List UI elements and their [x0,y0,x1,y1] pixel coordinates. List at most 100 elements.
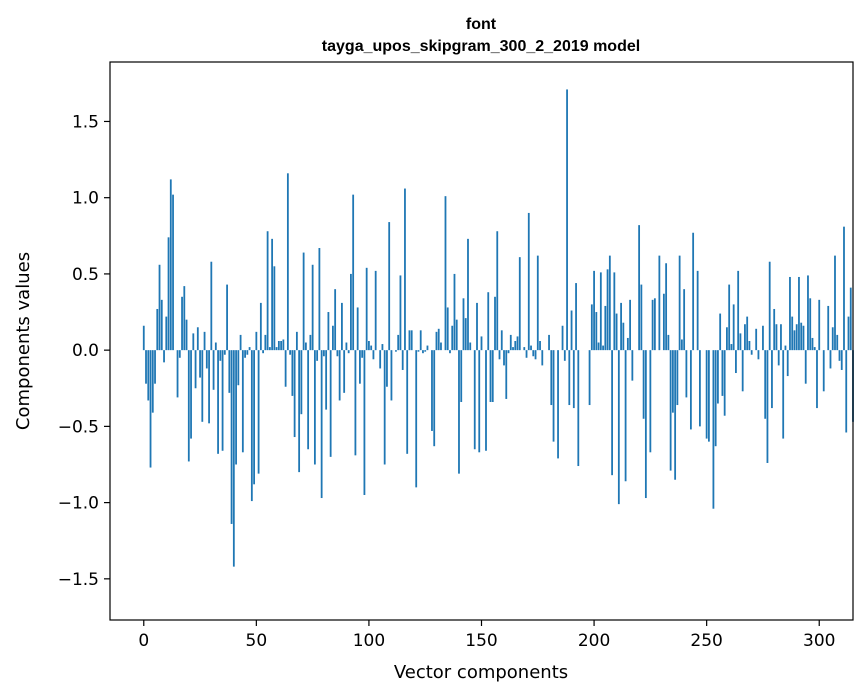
bar [653,298,656,351]
bar [275,347,278,351]
bar [705,350,708,439]
y-tick-label: 1.0 [72,189,99,209]
bar [158,264,161,351]
bar [160,299,163,351]
bar [149,350,152,468]
bar [744,324,746,351]
bar [599,272,602,351]
bar [613,272,616,351]
bar [588,350,591,406]
bar [719,313,722,351]
bar [302,252,305,351]
bar [185,319,188,351]
bar [201,350,204,422]
bar [232,350,235,567]
bar [356,307,359,351]
bar [390,350,393,401]
bar [539,341,541,351]
bar [268,347,271,351]
bar [199,350,201,378]
bar [464,318,467,351]
bar [755,328,758,351]
bar [406,350,409,454]
y-tick-label: 0.5 [72,265,99,285]
bar [248,347,251,351]
bar [313,350,316,465]
bar [593,270,595,351]
bar [626,337,629,351]
bar [608,255,611,351]
bar [804,350,807,384]
bar [426,345,429,351]
bar [363,350,366,495]
bar [834,255,836,351]
bar [282,339,285,351]
bar [798,276,800,351]
bar [230,350,233,524]
bar [187,350,190,462]
bar [617,350,620,505]
y-axis-label: Components values [13,252,34,430]
bar [674,350,677,480]
bar [721,350,724,396]
bar [739,333,742,351]
bar [829,350,832,369]
bar [273,266,276,351]
bar [239,334,242,351]
bar [777,350,780,366]
bar [640,284,643,351]
bar [327,312,330,351]
bar [644,350,647,499]
bar [557,350,559,459]
bar [827,305,830,351]
bar [696,270,699,351]
bar [563,350,566,361]
bar [685,350,688,398]
bar [181,296,183,351]
y-tick-label: −0.5 [58,417,99,437]
bar [669,350,672,471]
x-tick-label: 250 [690,631,722,651]
bar [383,350,386,465]
bar [352,194,355,351]
bar [208,350,210,424]
bar [766,350,769,463]
bar [262,350,264,354]
bar [347,350,350,354]
bar [417,350,420,352]
bar [410,330,413,351]
bar [485,350,487,451]
bar [338,350,341,401]
bar [365,267,368,351]
bar [590,304,593,351]
bar [473,350,476,450]
bar [469,342,472,351]
bar [649,350,652,453]
bar [476,302,478,351]
bar [372,350,375,360]
bar [667,334,670,351]
bar [478,350,481,453]
bar [595,312,598,351]
bar [401,350,404,370]
bar [433,350,436,447]
bar [750,350,753,355]
bar [516,336,519,351]
bar [381,344,384,351]
bar [577,350,580,467]
bar [237,350,240,386]
bar [205,350,208,369]
bar [266,231,269,351]
bar [368,341,370,351]
bar [250,350,253,502]
bar [449,350,451,354]
bar [341,302,343,351]
bar [300,350,303,415]
bar [241,350,244,453]
bar [849,287,852,351]
bar [773,308,776,351]
bar [712,350,715,509]
bar [748,341,751,351]
